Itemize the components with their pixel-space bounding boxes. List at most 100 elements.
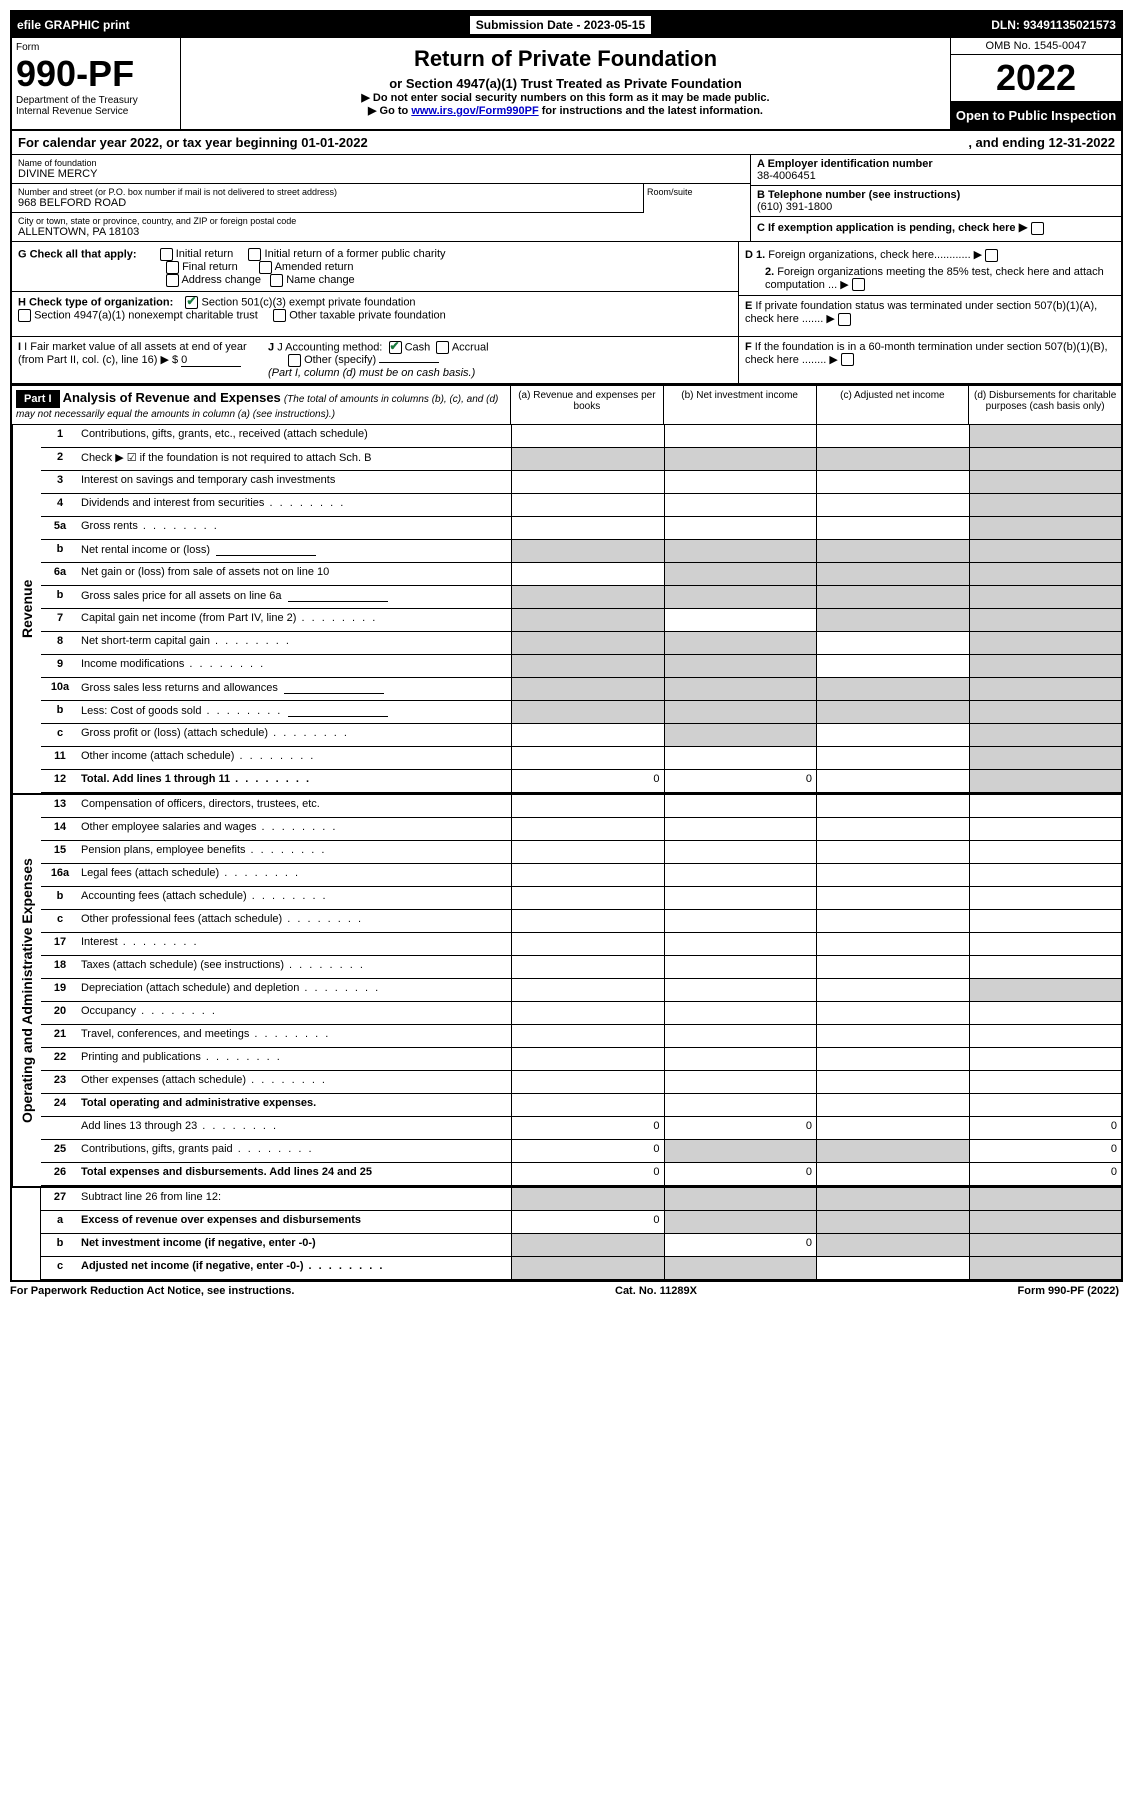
submission-date: Submission Date - 2023-05-15 [469, 15, 652, 35]
line-number: b [41, 887, 79, 909]
data-cell [816, 655, 969, 677]
data-cell [816, 586, 969, 608]
data-cell [969, 887, 1122, 909]
data-cell [511, 887, 664, 909]
calendar-year-row: For calendar year 2022, or tax year begi… [12, 131, 1121, 155]
i-block: I I Fair market value of all assets at e… [18, 341, 258, 379]
expenses-body: 13Compensation of officers, directors, t… [41, 795, 1121, 1186]
data-cell [664, 864, 817, 886]
line-desc: Subtract line 26 from line 12: [79, 1188, 511, 1210]
data-cell [816, 678, 969, 700]
h-opt2: Section 4947(a)(1) nonexempt charitable … [34, 309, 258, 321]
instr-2: ▶ Go to www.irs.gov/Form990PF for instru… [189, 104, 942, 117]
line-desc: Income modifications . . . . . . . . [79, 655, 511, 677]
table-row: bGross sales price for all assets on lin… [41, 586, 1121, 609]
d2-checkbox[interactable] [852, 278, 865, 291]
g-amended-checkbox[interactable] [259, 261, 272, 274]
data-cell: 0 [511, 1163, 664, 1185]
table-row: 14Other employee salaries and wages . . … [41, 818, 1121, 841]
data-cell [511, 1071, 664, 1093]
irs-link[interactable]: www.irs.gov/Form990PF [411, 105, 538, 117]
table-row: 10aGross sales less returns and allowanc… [41, 678, 1121, 701]
line-number: b [41, 701, 79, 723]
j-cash-checkbox[interactable] [389, 341, 402, 354]
line-number: 11 [41, 747, 79, 769]
g-name-checkbox[interactable] [270, 274, 283, 287]
line-number: 20 [41, 1002, 79, 1024]
revenue-section: Revenue 1Contributions, gifts, grants, e… [12, 425, 1121, 793]
g-row: G Check all that apply: Initial return I… [18, 248, 732, 287]
e-checkbox[interactable] [838, 313, 851, 326]
form-title: Return of Private Foundation [189, 46, 942, 72]
line-number: 18 [41, 956, 79, 978]
table-row: 25Contributions, gifts, grants paid . . … [41, 1140, 1121, 1163]
data-cell [511, 1025, 664, 1047]
data-cell [664, 494, 817, 516]
data-cell [969, 655, 1122, 677]
h-4947-checkbox[interactable] [18, 309, 31, 322]
check-left: G Check all that apply: Initial return I… [12, 242, 739, 336]
data-cell [664, 540, 817, 562]
h-other-checkbox[interactable] [273, 309, 286, 322]
line-desc: Gross sales price for all assets on line… [79, 586, 511, 608]
bottom-section: 27Subtract line 26 from line 12:aExcess … [12, 1186, 1121, 1280]
d1-checkbox[interactable] [985, 249, 998, 262]
table-row: 9Income modifications . . . . . . . . [41, 655, 1121, 678]
data-cell [816, 701, 969, 723]
line-number: 21 [41, 1025, 79, 1047]
c-checkbox[interactable] [1031, 222, 1044, 235]
cal-year-left: For calendar year 2022, or tax year begi… [18, 135, 368, 150]
g-initial-checkbox[interactable] [160, 248, 173, 261]
line-desc: Total operating and administrative expen… [79, 1094, 511, 1116]
j-accrual: Accrual [452, 341, 489, 353]
table-row: 16aLegal fees (attach schedule) . . . . … [41, 864, 1121, 887]
line-number: 2 [41, 448, 79, 470]
foundation-name-cell: Name of foundation DIVINE MERCY [12, 155, 750, 184]
table-row: bNet investment income (if negative, ent… [41, 1234, 1121, 1257]
data-cell [969, 1094, 1122, 1116]
data-cell [511, 1257, 664, 1279]
data-cell [969, 494, 1122, 516]
data-cell [664, 517, 817, 539]
line-desc: Net rental income or (loss) [79, 540, 511, 562]
line-number: 1 [41, 425, 79, 447]
data-cell [969, 609, 1122, 631]
g-final-checkbox[interactable] [166, 261, 179, 274]
table-row: 23Other expenses (attach schedule) . . .… [41, 1071, 1121, 1094]
line-desc: Contributions, gifts, grants, etc., rece… [79, 425, 511, 447]
line-number: 27 [41, 1188, 79, 1210]
data-cell [664, 1188, 817, 1210]
line-number: 15 [41, 841, 79, 863]
ein-cell: A Employer identification number 38-4006… [751, 155, 1121, 186]
data-cell [969, 770, 1122, 792]
data-cell [969, 1211, 1122, 1233]
line-desc: Capital gain net income (from Part IV, l… [79, 609, 511, 631]
h-row: H Check type of organization: Section 50… [12, 291, 738, 322]
instr-1: ▶ Do not enter social security numbers o… [189, 91, 942, 104]
h-501c3-checkbox[interactable] [185, 296, 198, 309]
data-cell [816, 1163, 969, 1185]
data-cell [511, 979, 664, 1001]
data-cell: 0 [664, 1117, 817, 1139]
table-row: 8Net short-term capital gain . . . . . .… [41, 632, 1121, 655]
line-desc: Compensation of officers, directors, tru… [79, 795, 511, 817]
g-former-checkbox[interactable] [248, 248, 261, 261]
data-cell [664, 1140, 817, 1162]
data-cell [664, 979, 817, 1001]
line-desc: Gross profit or (loss) (attach schedule)… [79, 724, 511, 746]
tax-year: 2022 [951, 55, 1121, 102]
data-cell [511, 1094, 664, 1116]
line-desc: Taxes (attach schedule) (see instruction… [79, 956, 511, 978]
table-row: 17Interest . . . . . . . . [41, 933, 1121, 956]
data-cell [969, 910, 1122, 932]
data-cell [816, 841, 969, 863]
g-address-checkbox[interactable] [166, 274, 179, 287]
data-cell [511, 448, 664, 470]
line-number: 5a [41, 517, 79, 539]
j-other-checkbox[interactable] [288, 354, 301, 367]
line-number: 4 [41, 494, 79, 516]
data-cell [511, 724, 664, 746]
footer-mid: Cat. No. 11289X [615, 1285, 697, 1297]
f-checkbox[interactable] [841, 353, 854, 366]
j-accrual-checkbox[interactable] [436, 341, 449, 354]
